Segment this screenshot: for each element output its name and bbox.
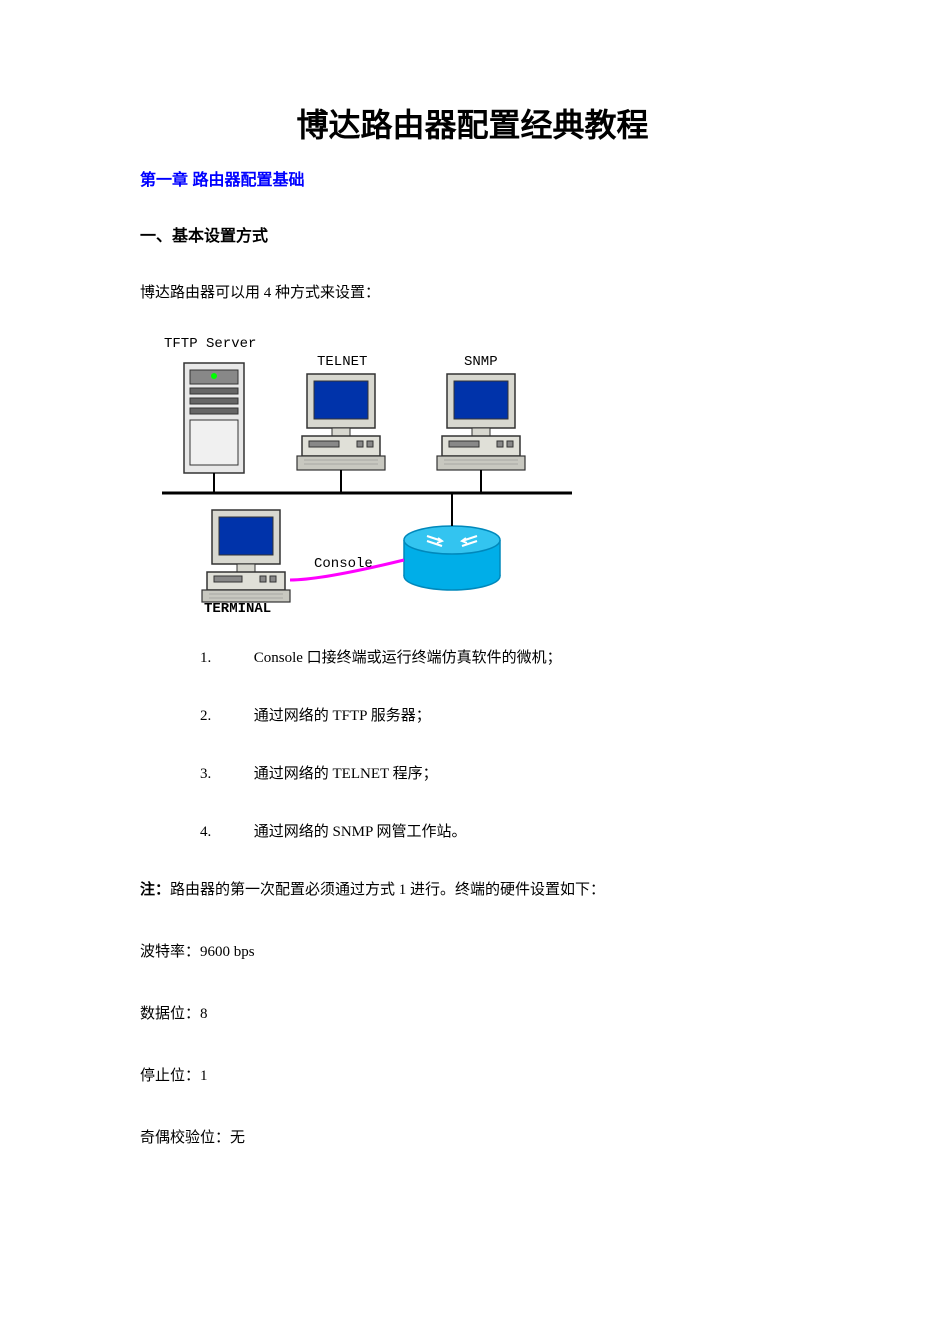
- note-line: 注：路由器的第一次配置必须通过方式 1 进行。终端的硬件设置如下：: [140, 875, 805, 905]
- note-label: 注：: [140, 882, 170, 898]
- list-text: 通过网络的 TFTP 服务器；: [254, 708, 431, 724]
- setting-line: 停止位：1: [140, 1061, 805, 1091]
- list-number: 3.: [200, 759, 250, 789]
- setting-line: 数据位：8: [140, 999, 805, 1029]
- label-telnet: TELNET: [317, 354, 367, 370]
- list-number: 4.: [200, 817, 250, 847]
- list-text: 通过网络的 TELNET 程序；: [254, 766, 438, 782]
- setting-line: 波特率：9600 bps: [140, 937, 805, 967]
- list-number: 1.: [200, 643, 250, 673]
- chapter-heading: 第一章 路由器配置基础: [140, 166, 805, 190]
- label-terminal: TERMINAL: [204, 601, 271, 617]
- telnet-pc-icon: [297, 374, 385, 470]
- router-icon: [404, 526, 500, 590]
- terminal-pc-icon: [202, 510, 290, 602]
- section-heading: 一、基本设置方式: [140, 222, 805, 246]
- tftp-server-icon: [184, 363, 244, 473]
- network-diagram: TFTP Server TELNET SNMP Console TERMINAL: [142, 328, 602, 613]
- label-snmp: SNMP: [464, 354, 498, 370]
- list-item: 1. Console 口接终端或运行终端仿真软件的微机；: [140, 643, 805, 673]
- label-tftp: TFTP Server: [164, 336, 256, 352]
- list-item: 4. 通过网络的 SNMP 网管工作站。: [140, 817, 805, 847]
- list-item: 3. 通过网络的 TELNET 程序；: [140, 759, 805, 789]
- page-title: 博达路由器配置经典教程: [140, 100, 805, 146]
- list-text: 通过网络的 SNMP 网管工作站。: [254, 824, 467, 840]
- label-console: Console: [314, 556, 373, 572]
- list-text: Console 口接终端或运行终端仿真软件的微机；: [254, 650, 562, 666]
- snmp-pc-icon: [437, 374, 525, 470]
- list-item: 2. 通过网络的 TFTP 服务器；: [140, 701, 805, 731]
- setting-line: 奇偶校验位：无: [140, 1123, 805, 1153]
- list-number: 2.: [200, 701, 250, 731]
- note-text: 路由器的第一次配置必须通过方式 1 进行。终端的硬件设置如下：: [170, 882, 605, 898]
- intro-text: 博达路由器可以用 4 种方式来设置：: [140, 278, 805, 308]
